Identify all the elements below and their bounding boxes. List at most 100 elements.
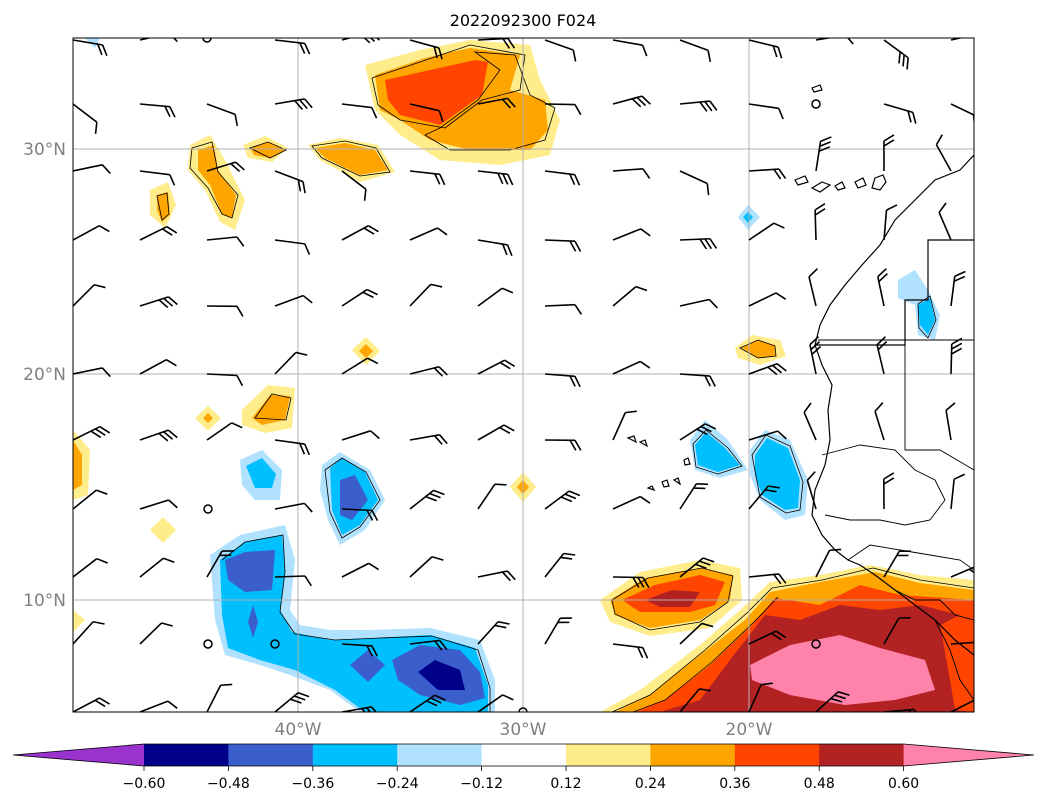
wind-barb <box>679 423 717 441</box>
wind-barb <box>748 430 787 441</box>
wind-barb <box>679 39 712 63</box>
colorbar-tick-label: 0.60 <box>888 776 919 792</box>
wind-barb <box>341 288 378 307</box>
wind-barb <box>206 550 234 578</box>
wind-barb <box>544 617 572 645</box>
wind-barb <box>341 508 379 522</box>
wind-barb <box>748 39 783 59</box>
wind-barb <box>544 239 582 252</box>
wind-barb <box>206 161 245 173</box>
wind-barb <box>612 495 651 510</box>
gridlines <box>73 38 974 712</box>
colorbar: −0.60 −0.48 −0.36 −0.24 −0.12 0.12 0.24 0.36 0.4… <box>12 743 1035 792</box>
wind-barb <box>883 472 895 510</box>
wind-barb <box>477 239 513 257</box>
colorbar-tick-label: −0.24 <box>376 776 419 792</box>
wind-barb <box>409 489 445 510</box>
wind-barb <box>612 711 644 712</box>
wind-barb <box>748 103 784 120</box>
cape-verde-islands <box>626 435 691 492</box>
wind-barb <box>274 575 312 587</box>
wind-barb <box>139 557 175 578</box>
colorbar-tick-label: 0.12 <box>550 776 581 792</box>
wind-barb <box>139 429 178 442</box>
calm-marker <box>811 99 821 109</box>
wind-barb <box>612 576 650 588</box>
wind-barb <box>409 39 443 60</box>
colorbar-segment <box>144 744 229 766</box>
wind-barb <box>206 103 239 127</box>
wind-barb <box>341 103 378 119</box>
lat-label-10n: 10°N <box>23 591 66 611</box>
colorbar-segment <box>566 744 651 766</box>
wind-barb <box>139 296 178 309</box>
wind-barb <box>206 422 243 441</box>
wind-barb <box>809 336 822 375</box>
wind-barb <box>206 373 244 387</box>
wind-barb <box>950 337 963 375</box>
wind-barbs <box>73 38 974 712</box>
wind-barb <box>950 564 974 578</box>
wind-barb <box>679 557 715 578</box>
colorbar-segment <box>819 744 905 766</box>
wind-barb <box>950 270 966 307</box>
wind-barb <box>477 424 515 441</box>
wind-barb <box>544 373 581 388</box>
wind-barb <box>73 425 111 441</box>
wind-barb <box>274 239 311 255</box>
wind-barb <box>877 268 888 307</box>
wind-barb <box>883 134 895 172</box>
wind-barb <box>477 620 510 645</box>
wind-barb <box>341 643 379 657</box>
wind-barb <box>139 38 178 43</box>
wind-barb <box>274 439 311 456</box>
wind-barb <box>477 483 507 510</box>
wind-barb <box>815 548 842 578</box>
wind-barb <box>477 170 514 186</box>
calm-marker <box>203 504 213 514</box>
wind-barb <box>748 168 787 180</box>
wind-barb <box>73 557 108 578</box>
wind-barb <box>139 622 173 645</box>
wind-barb <box>806 471 817 510</box>
colorbar-segment <box>397 744 483 766</box>
wind-barb <box>477 694 514 712</box>
wind-barb <box>679 237 718 250</box>
wind-barb <box>206 305 244 317</box>
colorbar-tick-label: −0.36 <box>291 776 334 792</box>
contour-fills <box>73 38 974 712</box>
wind-barb <box>477 97 516 109</box>
colorbar-segment <box>228 744 314 766</box>
wind-barb <box>139 103 176 118</box>
wind-barb <box>679 170 710 196</box>
wind-barb <box>274 98 313 110</box>
wind-barb <box>883 616 911 645</box>
wind-barb <box>544 552 576 578</box>
wind-barb <box>139 499 178 510</box>
wind-barb <box>883 39 909 70</box>
wind-barb <box>679 622 714 645</box>
wind-barb <box>341 562 380 578</box>
wind-barb <box>477 287 514 307</box>
wind-barb <box>679 298 718 309</box>
wind-barb <box>73 620 105 645</box>
wind-barb <box>341 357 379 375</box>
colorbar-tick-label: −0.48 <box>207 776 250 792</box>
contour-lines <box>156 44 974 712</box>
colorbar-tick-label: −0.60 <box>123 776 166 792</box>
wind-barb <box>612 410 637 441</box>
calm-marker <box>202 38 212 43</box>
wind-barb <box>206 683 233 712</box>
wind-barb <box>73 697 110 712</box>
africa-coast <box>811 154 974 656</box>
wind-barb <box>612 643 649 659</box>
wind-barb <box>612 228 651 241</box>
wind-barb <box>748 292 787 307</box>
colorbar-extend-high <box>903 744 1034 766</box>
wind-barb <box>477 38 516 49</box>
wind-barb <box>139 359 177 375</box>
colorbar-segment <box>650 744 736 766</box>
western-sahara-border <box>816 239 974 346</box>
wind-barb <box>612 95 651 108</box>
wind-barb <box>73 224 110 241</box>
